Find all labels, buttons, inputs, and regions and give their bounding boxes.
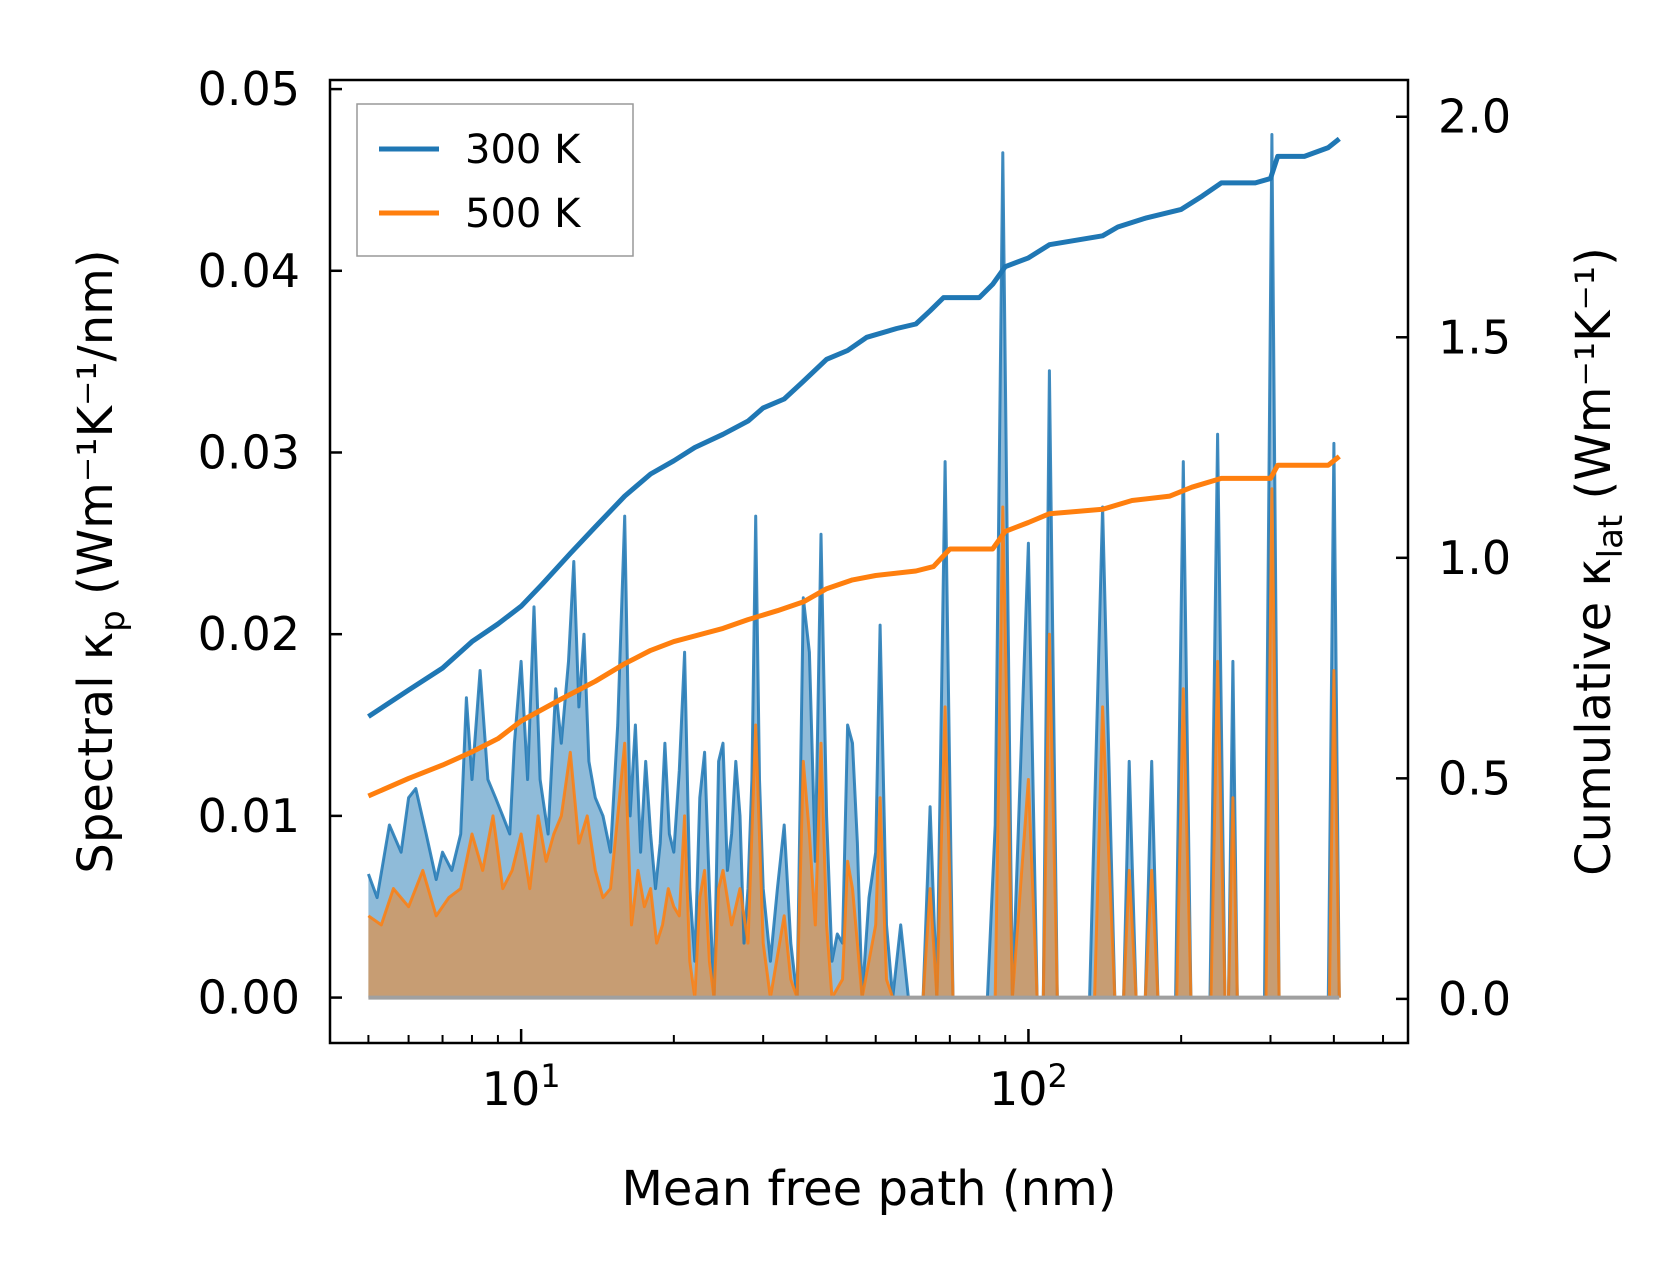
x-tick-label: 102 [989,1057,1068,1116]
plot-frame [328,78,1410,1045]
legend: 300 K 500 K [356,103,634,257]
plot-area [366,133,1341,1000]
x-axis-title: Mean free path (nm) [622,1161,1117,1217]
y-left-tick-label: 0.05 [198,62,300,116]
y-left-tick-label: 0.00 [198,971,300,1025]
y-left-tick-label: 0.03 [198,425,300,479]
axes: 0.00 0.01 0.02 0.03 0.04 0.05 0.0 0.5 1.0 1.5 2.0 1… [68,62,1631,1217]
y-right-tick-label: 0.0 [1438,972,1511,1026]
y-left-tick-label: 0.04 [198,244,300,298]
legend-box [356,103,634,257]
y-left-axis-title: Spectral κp (Wm⁻¹K⁻¹/nm) [68,249,133,873]
y-left-tick-label: 0.01 [198,789,300,843]
legend-label-300k: 300 K [465,127,582,173]
y-right-tick-label: 2.0 [1438,90,1511,144]
y-left-tick-label: 0.02 [198,607,300,661]
x-tick-label: 101 [482,1057,561,1116]
y-right-axis-title: Cumulative κlat (Wm⁻¹K⁻¹) [1566,247,1631,876]
legend-label-500k: 500 K [465,191,582,237]
y-right-tick-label: 0.5 [1438,751,1511,805]
spectral-fill-500k [368,488,1340,998]
y-right-tick-label: 1.5 [1438,310,1511,364]
cumulative-line-300k [367,136,1341,719]
y-right-tick-label: 1.0 [1438,531,1511,585]
cumulative-line-500k [367,454,1341,799]
